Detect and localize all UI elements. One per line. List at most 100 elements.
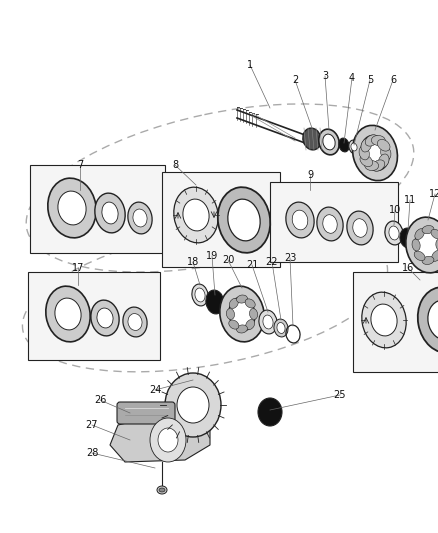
Text: 24: 24 [149, 385, 161, 395]
Ellipse shape [274, 319, 288, 337]
Ellipse shape [95, 193, 125, 233]
Ellipse shape [422, 256, 434, 264]
Ellipse shape [123, 307, 147, 337]
Ellipse shape [353, 125, 397, 181]
Ellipse shape [385, 221, 403, 245]
Ellipse shape [362, 292, 406, 348]
Ellipse shape [220, 286, 264, 342]
Text: 8: 8 [172, 160, 178, 170]
Ellipse shape [177, 387, 209, 423]
Ellipse shape [317, 207, 343, 241]
Text: 23: 23 [284, 253, 296, 263]
Ellipse shape [412, 239, 420, 251]
Ellipse shape [418, 287, 438, 353]
Ellipse shape [365, 160, 379, 171]
Bar [162, 172, 280, 267]
Text: 19: 19 [206, 251, 218, 261]
Ellipse shape [349, 140, 359, 154]
Ellipse shape [218, 187, 270, 253]
FancyBboxPatch shape [117, 402, 175, 424]
Text: 27: 27 [86, 420, 98, 430]
Ellipse shape [102, 202, 118, 224]
Text: 12: 12 [429, 189, 438, 199]
Text: 20: 20 [222, 255, 234, 265]
Ellipse shape [378, 154, 389, 167]
Ellipse shape [48, 178, 96, 238]
Ellipse shape [91, 300, 119, 336]
Ellipse shape [372, 160, 385, 171]
Ellipse shape [192, 284, 208, 306]
Ellipse shape [323, 134, 335, 150]
Text: 25: 25 [334, 390, 346, 400]
Ellipse shape [415, 229, 424, 239]
Ellipse shape [353, 219, 367, 237]
Ellipse shape [195, 288, 205, 302]
Ellipse shape [174, 187, 218, 243]
Bar [353, 272, 438, 372]
Bar [30, 165, 165, 253]
Ellipse shape [406, 217, 438, 273]
Text: 4: 4 [349, 73, 355, 83]
Ellipse shape [158, 428, 178, 452]
Ellipse shape [245, 299, 255, 308]
Ellipse shape [389, 226, 399, 240]
Ellipse shape [226, 309, 234, 319]
Ellipse shape [229, 320, 239, 329]
Text: 6: 6 [390, 75, 396, 85]
Ellipse shape [263, 315, 273, 329]
Text: 17: 17 [72, 263, 84, 273]
Ellipse shape [128, 313, 142, 330]
Ellipse shape [259, 310, 277, 334]
Text: 11: 11 [404, 195, 416, 205]
Text: 22: 22 [266, 257, 278, 267]
Ellipse shape [361, 135, 389, 171]
Ellipse shape [277, 322, 285, 334]
Ellipse shape [351, 143, 357, 151]
Ellipse shape [428, 300, 438, 340]
Ellipse shape [46, 286, 90, 342]
Ellipse shape [97, 308, 113, 328]
Text: 16: 16 [402, 263, 414, 273]
Text: 5: 5 [367, 75, 373, 85]
Ellipse shape [371, 304, 397, 336]
Ellipse shape [228, 199, 260, 241]
Text: 1: 1 [247, 60, 253, 70]
Ellipse shape [371, 135, 385, 146]
Bar [28, 272, 160, 360]
Ellipse shape [381, 146, 391, 160]
Text: 2: 2 [292, 75, 298, 85]
Ellipse shape [286, 202, 314, 238]
Ellipse shape [378, 139, 390, 151]
Ellipse shape [415, 228, 438, 262]
Ellipse shape [157, 486, 167, 494]
Ellipse shape [292, 210, 308, 230]
Text: 26: 26 [94, 395, 106, 405]
Ellipse shape [436, 239, 438, 251]
Ellipse shape [414, 251, 425, 261]
Ellipse shape [258, 398, 282, 426]
Ellipse shape [347, 211, 373, 245]
Ellipse shape [303, 128, 321, 150]
Ellipse shape [133, 209, 147, 227]
Ellipse shape [361, 139, 371, 152]
Ellipse shape [250, 309, 258, 319]
Ellipse shape [229, 297, 255, 331]
Ellipse shape [359, 146, 369, 160]
Ellipse shape [206, 290, 224, 314]
Ellipse shape [319, 129, 339, 155]
Text: 28: 28 [86, 448, 98, 458]
Ellipse shape [55, 298, 81, 330]
Ellipse shape [128, 202, 152, 234]
Ellipse shape [229, 298, 238, 309]
Ellipse shape [183, 199, 209, 231]
Ellipse shape [432, 251, 438, 261]
Ellipse shape [365, 135, 378, 146]
Ellipse shape [165, 373, 221, 437]
Ellipse shape [246, 319, 255, 329]
Text: 10: 10 [389, 205, 401, 215]
Ellipse shape [150, 418, 186, 462]
Ellipse shape [339, 138, 349, 152]
Polygon shape [110, 418, 210, 462]
Ellipse shape [400, 228, 416, 248]
Text: 3: 3 [322, 71, 328, 81]
